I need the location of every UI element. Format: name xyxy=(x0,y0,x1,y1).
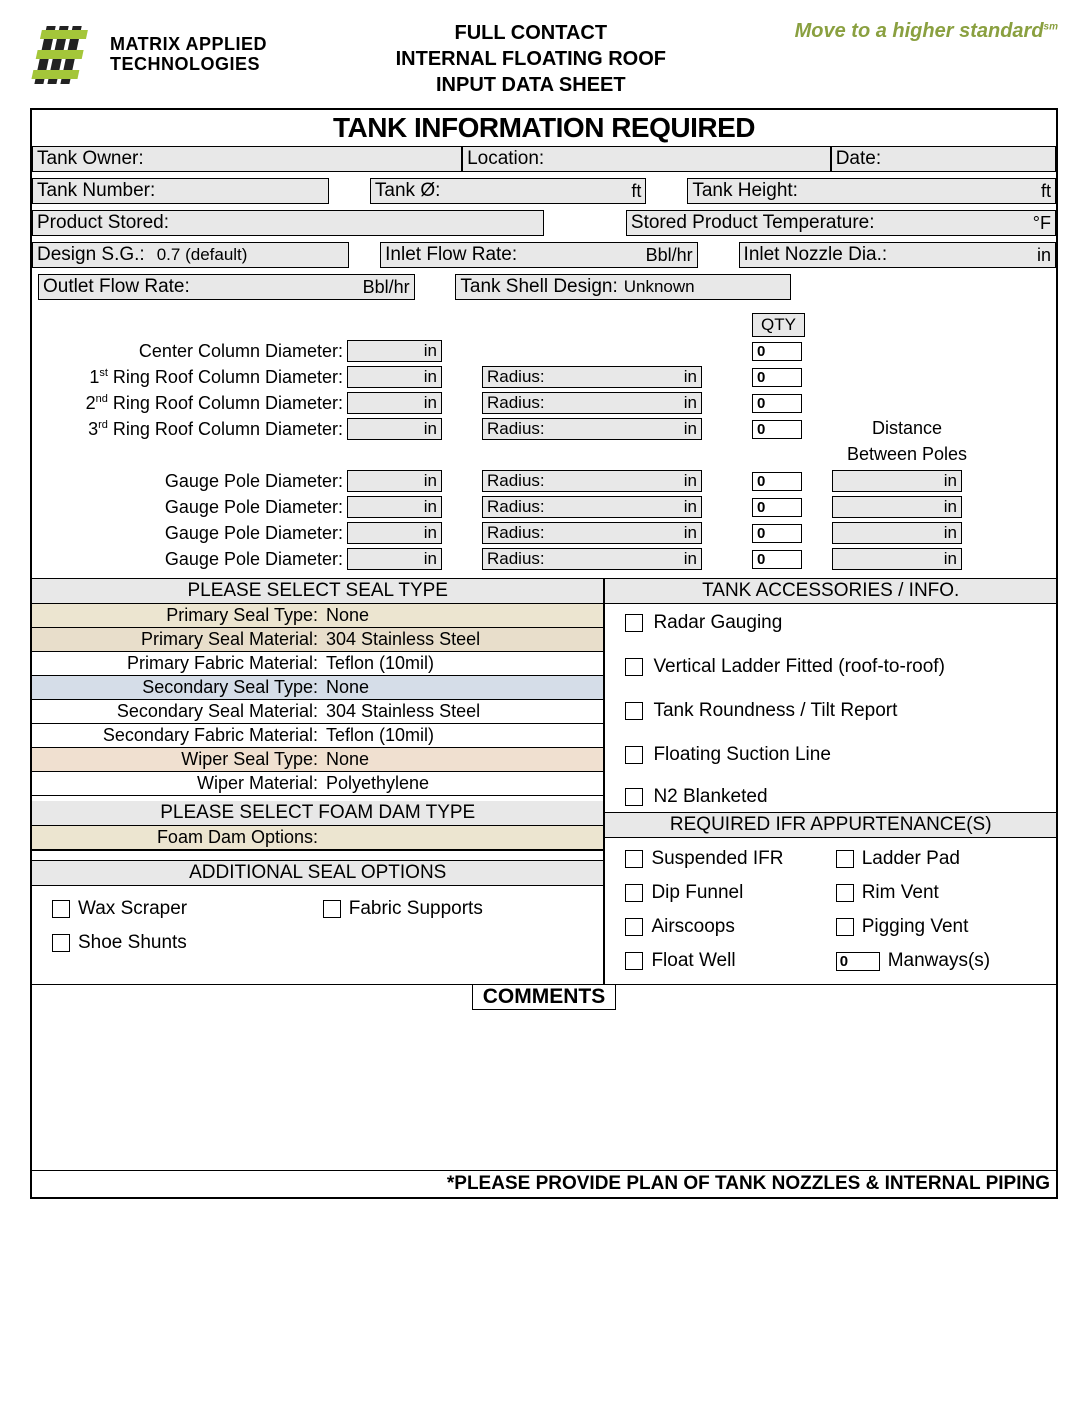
checkbox[interactable] xyxy=(625,952,643,970)
gauge2-dia[interactable]: in xyxy=(347,522,442,544)
addl-title: ADDITIONAL SEAL OPTIONS xyxy=(32,860,603,886)
ring1-radius[interactable]: Radius:in xyxy=(482,366,702,388)
location-field[interactable]: Location: xyxy=(462,146,831,172)
gauge3-qty[interactable]: 0 xyxy=(752,550,802,569)
checkbox[interactable] xyxy=(52,900,70,918)
inlet-flow-field[interactable]: Inlet Flow Rate:Bbl/hr xyxy=(380,242,697,268)
ring2-dia[interactable]: in xyxy=(347,392,442,414)
checkbox[interactable] xyxy=(52,934,70,952)
gauge0-dia[interactable]: in xyxy=(347,470,442,492)
center-col-dia[interactable]: in xyxy=(347,340,442,362)
ring1-qty[interactable]: 0 xyxy=(752,368,802,387)
appurt-title: REQUIRED IFR APPURTENANCE(S) xyxy=(605,812,1056,838)
stored-temp-field[interactable]: Stored Product Temperature:°F xyxy=(626,210,1056,236)
checkbox[interactable] xyxy=(836,884,854,902)
checkbox[interactable] xyxy=(836,918,854,936)
qty-header: QTY xyxy=(752,313,805,337)
checkbox[interactable] xyxy=(625,614,643,632)
gauge3-dia[interactable]: in xyxy=(347,548,442,570)
ring2-radius[interactable]: Radius:in xyxy=(482,392,702,414)
checkbox[interactable] xyxy=(836,850,854,868)
doc-title: FULL CONTACT INTERNAL FLOATING ROOF INPU… xyxy=(267,20,795,98)
tank-height-field[interactable]: Tank Height:ft xyxy=(687,178,1056,204)
gauge0-dist[interactable]: in xyxy=(832,470,962,492)
checkbox[interactable] xyxy=(625,658,643,676)
accessories-title: TANK ACCESSORIES / INFO. xyxy=(605,579,1056,604)
dist-header-l2: Between Poles xyxy=(832,445,982,465)
logo-icon xyxy=(30,20,100,90)
checkbox[interactable] xyxy=(625,702,643,720)
checkbox[interactable] xyxy=(323,900,341,918)
gauge1-qty[interactable]: 0 xyxy=(752,498,802,517)
ring2-qty[interactable]: 0 xyxy=(752,394,802,413)
center-col-label: Center Column Diameter: xyxy=(42,341,347,362)
checkbox[interactable] xyxy=(625,850,643,868)
date-field[interactable]: Date: xyxy=(831,146,1056,172)
gauge0-qty[interactable]: 0 xyxy=(752,472,802,491)
ring1-dia[interactable]: in xyxy=(347,366,442,388)
section-title: TANK INFORMATION REQUIRED xyxy=(32,110,1056,146)
ring3-qty[interactable]: 0 xyxy=(752,420,802,439)
foam-options[interactable] xyxy=(322,826,603,849)
foam-title: PLEASE SELECT FOAM DAM TYPE xyxy=(32,801,603,826)
gauge0-radius[interactable]: Radius:in xyxy=(482,470,702,492)
ring3-radius[interactable]: Radius:in xyxy=(482,418,702,440)
outlet-flow-field[interactable]: Outlet Flow Rate:Bbl/hr xyxy=(38,274,415,300)
checkbox[interactable] xyxy=(625,918,643,936)
footer-note: *PLEASE PROVIDE PLAN OF TANK NOZZLES & I… xyxy=(32,1170,1056,1197)
checkbox[interactable] xyxy=(625,788,643,806)
shell-design-field[interactable]: Tank Shell Design:Unknown xyxy=(455,274,791,300)
gauge2-radius[interactable]: Radius:in xyxy=(482,522,702,544)
seal-title: PLEASE SELECT SEAL TYPE xyxy=(32,579,603,604)
company-line1: MATRIX APPLIED xyxy=(110,35,267,55)
gauge1-dia[interactable]: in xyxy=(347,496,442,518)
company-line2: TECHNOLOGIES xyxy=(110,55,267,75)
checkbox[interactable] xyxy=(625,746,643,764)
gauge3-radius[interactable]: Radius:in xyxy=(482,548,702,570)
design-sg-field[interactable]: Design S.G.:0.7 (default) xyxy=(32,242,349,268)
gauge2-dist[interactable]: in xyxy=(832,522,962,544)
logo: MATRIX APPLIED TECHNOLOGIES xyxy=(30,20,267,90)
tank-dia-field[interactable]: Tank Ø:ft xyxy=(370,178,646,204)
checkbox[interactable] xyxy=(625,884,643,902)
comments-body[interactable] xyxy=(32,1010,1056,1170)
gauge1-dist[interactable]: in xyxy=(832,496,962,518)
center-col-qty[interactable]: 0 xyxy=(752,342,802,361)
tank-owner-field[interactable]: Tank Owner: xyxy=(32,146,462,172)
gauge2-qty[interactable]: 0 xyxy=(752,524,802,543)
gauge1-radius[interactable]: Radius:in xyxy=(482,496,702,518)
ring3-dia[interactable]: in xyxy=(347,418,442,440)
gauge3-dist[interactable]: in xyxy=(832,548,962,570)
tank-number-field[interactable]: Tank Number: xyxy=(32,178,329,204)
inlet-nozzle-field[interactable]: Inlet Nozzle Dia.:in xyxy=(739,242,1056,268)
product-stored-field[interactable]: Product Stored: xyxy=(32,210,544,236)
dist-header-l1: Distance xyxy=(832,419,982,439)
comments-title: COMMENTS xyxy=(472,984,616,1010)
tagline: Move to a higher standardsm xyxy=(795,20,1058,43)
manways-qty[interactable]: 0 xyxy=(836,952,880,971)
